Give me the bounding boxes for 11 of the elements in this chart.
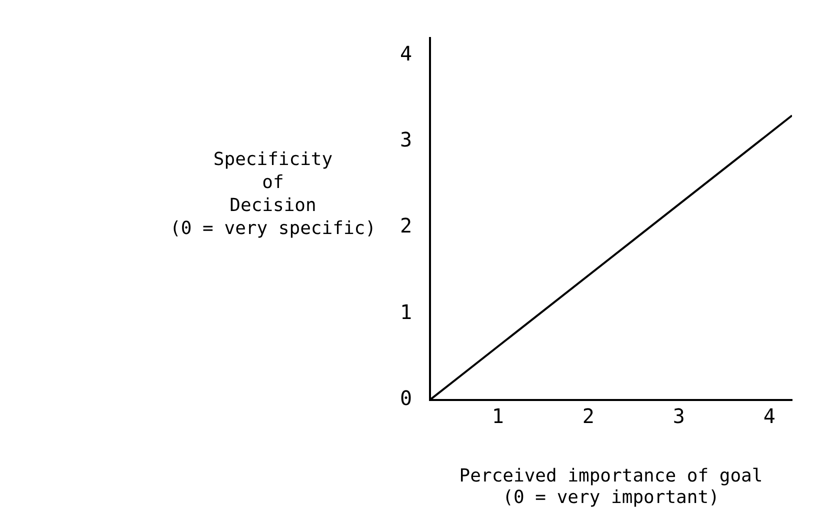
y-axis-title: Specificity of Decision (0 = very specific) bbox=[169, 148, 377, 240]
x-tick-label: 1 bbox=[492, 404, 504, 428]
x-tick-label: 4 bbox=[763, 404, 776, 428]
y-tick-label: 2 bbox=[400, 214, 412, 238]
y-tick-label: 3 bbox=[400, 128, 412, 152]
y-tick-label: 4 bbox=[400, 41, 412, 66]
y-tick-label: 0 bbox=[400, 386, 412, 410]
y-tick-label: 1 bbox=[400, 300, 412, 324]
x-tick-label: 3 bbox=[672, 404, 685, 428]
x-tick-label: 2 bbox=[582, 404, 594, 428]
x-axis-title: Perceived importance of goal (0 = very important) bbox=[459, 465, 763, 508]
